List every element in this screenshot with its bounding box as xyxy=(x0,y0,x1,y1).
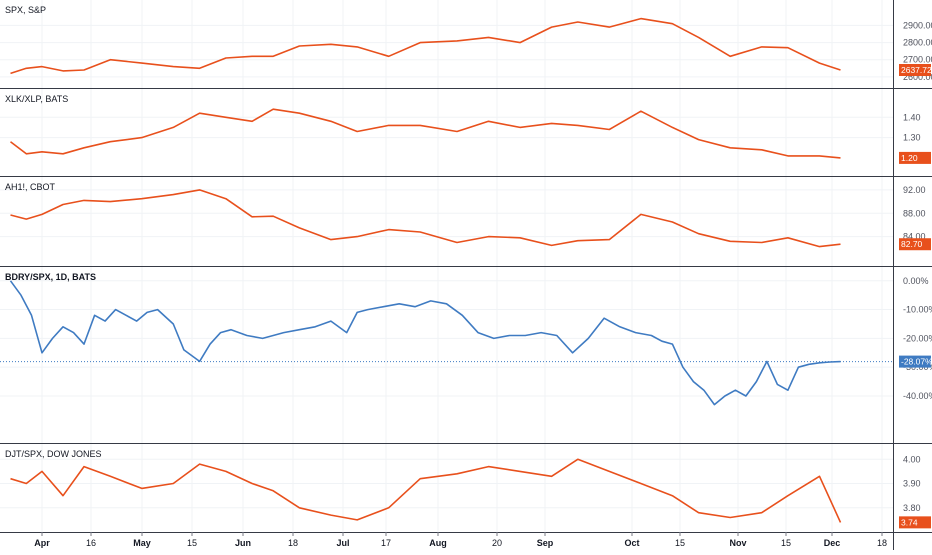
x-tick-label: 15 xyxy=(187,538,197,548)
pane-title: BDRY/SPX, 1D, BATS xyxy=(5,272,96,282)
y-tick-label: -40.00% xyxy=(903,391,932,401)
x-tick-label: Apr xyxy=(34,538,50,548)
x-tick-label: Aug xyxy=(429,538,447,548)
last-value-badge xyxy=(899,64,931,76)
y-tick-label: 1.30 xyxy=(903,133,921,143)
pane-2: 1.40 1.30 XLK/XLP, BATS 1.20 xyxy=(0,94,931,164)
last-value-badge xyxy=(899,151,931,164)
x-tick-label: 16 xyxy=(86,538,96,548)
pane-5: 4.00 3.90 3.80 DJT/SPX, DOW JONES 3.74 xyxy=(0,449,931,529)
panes-layer: 2900.00 2800.00 2700.00 2600.00 SPX, S&P 2637… xyxy=(0,5,932,529)
y-tick-label: 2700.00 xyxy=(903,55,932,65)
x-tick-label: 17 xyxy=(381,538,391,548)
last-value-label: 2637.72 xyxy=(901,65,932,75)
pane-title: AH1!, CBOT xyxy=(5,182,56,192)
last-value-label: 82.70 xyxy=(901,239,923,249)
x-tick-label: May xyxy=(133,538,151,548)
pane-title: SPX, S&P xyxy=(5,5,46,15)
y-tick-label: 3.80 xyxy=(903,503,921,513)
y-tick-label: 88.00 xyxy=(903,208,926,218)
x-tick-label: Oct xyxy=(624,538,639,548)
x-tick-label: Jun xyxy=(235,538,251,548)
y-tick-label: 2900.00 xyxy=(903,20,932,30)
last-value-label: 3.74 xyxy=(901,517,918,527)
pane-title: XLK/XLP, BATS xyxy=(5,94,68,104)
x-tick-label: Dec xyxy=(824,538,841,548)
x-tick-label: 15 xyxy=(781,538,791,548)
pane-1: 2900.00 2800.00 2700.00 2600.00 SPX, S&P 2637… xyxy=(0,5,932,82)
last-value-badge xyxy=(899,516,931,529)
pane-4: 0.00%-10.00%-20.00%-30.00%-40.00%BDRY/SP… xyxy=(0,272,932,406)
x-tick-label: 20 xyxy=(492,538,502,548)
series-line[interactable] xyxy=(9,280,841,406)
last-value-label: -28.07% xyxy=(901,357,932,367)
last-value-badge xyxy=(899,355,931,368)
y-tick-label: 1.40 xyxy=(903,112,921,122)
x-tick-label: 18 xyxy=(288,538,298,548)
y-tick-label: 4.00 xyxy=(903,454,921,464)
x-tick-label: Sep xyxy=(537,538,554,548)
y-tick-label: 84.00 xyxy=(903,232,926,242)
y-tick-label: -20.00% xyxy=(903,333,932,343)
x-tick-label: Nov xyxy=(729,538,746,548)
x-tick-label: Jul xyxy=(336,538,349,548)
pane-title: DJT/SPX, DOW JONES xyxy=(5,449,102,459)
y-tick-label: 2600.00 xyxy=(903,72,932,82)
series-line[interactable] xyxy=(10,189,841,248)
last-value-badge xyxy=(899,238,931,251)
y-tick-label: 0.00% xyxy=(903,276,929,286)
y-tick-label: 3.90 xyxy=(903,479,921,489)
last-value-label: 1.20 xyxy=(901,153,918,163)
series-line[interactable] xyxy=(10,108,841,159)
series-line[interactable] xyxy=(10,458,842,523)
x-tick-label: 15 xyxy=(675,538,685,548)
y-tick-label: 92.00 xyxy=(903,185,926,195)
series-line[interactable] xyxy=(10,17,841,75)
pane-3: 92.00 88.00 84.00 AH1!, CBOT 82.70 xyxy=(0,182,931,251)
y-tick-label: 2800.00 xyxy=(903,38,932,48)
x-tick-label: 18 xyxy=(877,538,887,548)
y-tick-label: -10.00% xyxy=(903,305,932,315)
